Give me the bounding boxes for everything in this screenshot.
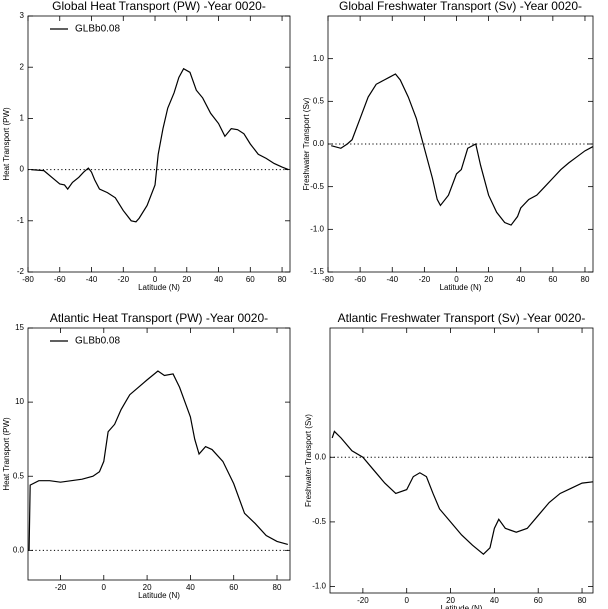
- x-tick-label: 0: [102, 583, 107, 592]
- y-tick-label: 0.5: [313, 96, 325, 105]
- x-tick-label: 80: [581, 275, 590, 284]
- x-tick-label: -40: [86, 275, 98, 284]
- x-tick-label: -20: [117, 275, 129, 284]
- y-tick-label: -1.5: [310, 267, 324, 276]
- plot-frame: [327, 15, 594, 273]
- x-tick-label: 20: [446, 596, 455, 605]
- x-tick-label: 80: [578, 596, 587, 605]
- x-tick-label: -80: [322, 275, 334, 284]
- x-tick-label: -60: [54, 275, 66, 284]
- x-tick-label: 40: [490, 596, 499, 605]
- x-tick-label: 60: [246, 275, 255, 284]
- data-line: [31, 67, 289, 223]
- y-tick-label: 10: [15, 397, 24, 406]
- y-tick-label: 3: [20, 11, 25, 20]
- y-tick-label: 2: [20, 62, 25, 71]
- data-line: [331, 73, 594, 226]
- x-tick-label: -20: [55, 583, 67, 592]
- data-line: [331, 430, 594, 556]
- x-tick-label: 60: [534, 596, 543, 605]
- x-axis-label: Latitude (N): [441, 604, 483, 609]
- y-tick-label: -2: [17, 267, 25, 276]
- legend-label: GLBb0.08: [75, 24, 120, 35]
- chart-title: Atlantic Freshwater Transport (Sv) -Year…: [338, 311, 586, 325]
- y-axis-label: Heat Transport (PW): [2, 417, 11, 491]
- x-tick-label: 80: [278, 275, 287, 284]
- y-axis-label: Heat Transport (PW): [2, 107, 11, 181]
- y-tick-label: -1.0: [310, 224, 324, 233]
- x-tick-label: 40: [516, 275, 525, 284]
- y-tick-label: 0.0: [315, 452, 327, 461]
- x-axis-label: Latitude (N): [138, 283, 180, 292]
- x-tick-label: 20: [484, 275, 493, 284]
- legend-label: GLBb0.08: [75, 336, 120, 347]
- chart-title: Global Freshwater Transport (Sv) -Year 0…: [339, 0, 582, 13]
- x-tick-label: 0: [153, 275, 158, 284]
- x-tick-label: 0: [454, 275, 459, 284]
- x-tick-label: -20: [419, 275, 431, 284]
- y-tick-label: 0.0: [313, 139, 325, 148]
- x-tick-label: 80: [273, 583, 282, 592]
- x-tick-label: 60: [229, 583, 238, 592]
- y-tick-label: 0.5: [13, 471, 25, 480]
- x-axis-label: Latitude (N): [138, 591, 180, 600]
- y-tick-label: 1.0: [313, 54, 325, 63]
- y-tick-label: -1: [17, 216, 25, 225]
- y-tick-label: -0.5: [310, 182, 324, 191]
- x-tick-label: 20: [143, 583, 152, 592]
- plot-frame: [27, 327, 291, 581]
- y-axis-label: Freshwater Transport (Sv): [302, 97, 311, 190]
- plot-frame: [27, 15, 291, 273]
- x-tick-label: -80: [22, 275, 34, 284]
- x-tick-label: -40: [386, 275, 398, 284]
- x-tick-label: 40: [186, 583, 195, 592]
- y-tick-label: 15: [15, 323, 24, 332]
- chart-title: Global Heat Transport (PW) -Year 0020-: [52, 0, 266, 13]
- x-axis-label: Latitude (N): [440, 283, 482, 292]
- y-tick-label: 0: [20, 165, 25, 174]
- y-tick-label: -1.0: [312, 582, 326, 591]
- x-tick-label: 20: [182, 275, 191, 284]
- y-tick-label: 1: [20, 114, 25, 123]
- x-tick-label: 60: [548, 275, 557, 284]
- y-tick-label: -0.5: [312, 517, 326, 526]
- x-tick-label: -20: [357, 596, 369, 605]
- y-axis-label: Freshwater Transport (Sv): [304, 414, 313, 507]
- plot-frame: [329, 327, 594, 594]
- x-tick-label: -60: [354, 275, 366, 284]
- chart-title: Atlantic Heat Transport (PW) -Year 0020-: [50, 311, 268, 325]
- x-tick-label: 40: [214, 275, 223, 284]
- x-tick-label: 0: [404, 596, 409, 605]
- data-line: [28, 370, 288, 551]
- y-tick-label: 0.0: [13, 545, 25, 554]
